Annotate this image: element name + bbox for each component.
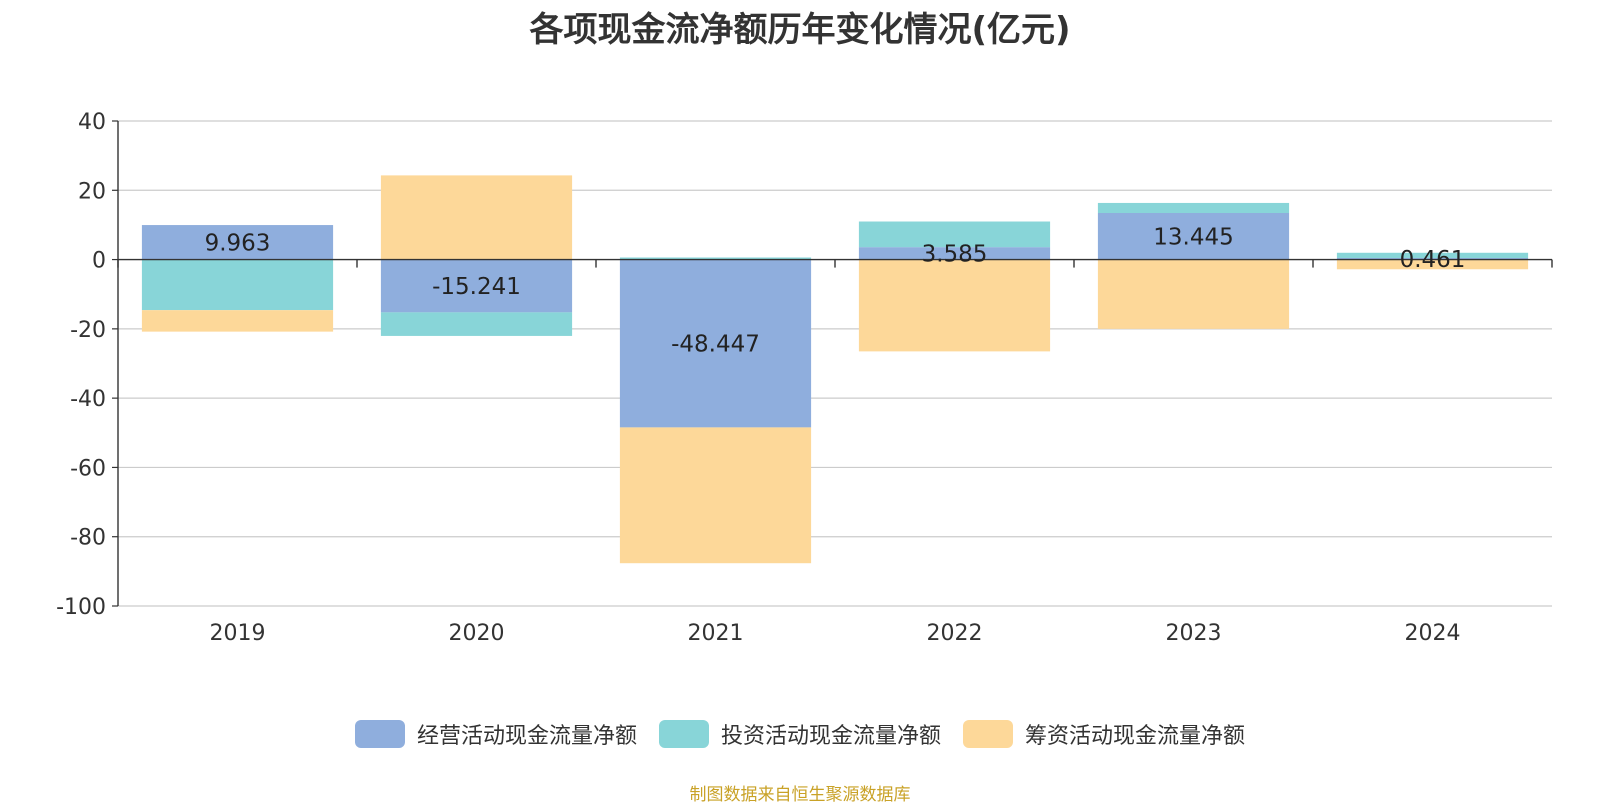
x-tick-label: 2020 xyxy=(449,621,505,646)
y-tick-label: -20 xyxy=(70,318,106,343)
bar-series1-2020 xyxy=(380,312,573,336)
legend-label: 经营活动现金流量净额 xyxy=(416,724,637,749)
bar-series2-2024 xyxy=(1336,259,1529,270)
bar-series2-2019 xyxy=(141,310,334,332)
chart-title: 各项现金流净额历年变化情况(亿元) xyxy=(529,10,1071,50)
legend-label: 筹资活动现金流量净额 xyxy=(1025,724,1246,749)
data-label: 13.445 xyxy=(1153,224,1233,250)
bar-series0-2022 xyxy=(858,247,1051,260)
bar-series0-2023 xyxy=(1097,212,1290,260)
x-tick-label: 2022 xyxy=(927,621,983,646)
legend-swatch xyxy=(354,720,405,748)
bar-series2-2023 xyxy=(1097,259,1290,329)
legend-item-2[interactable]: 筹资活动现金流量净额 xyxy=(963,718,1245,750)
x-tick-label: 2021 xyxy=(688,621,744,646)
data-label: 0.461 xyxy=(1400,247,1466,273)
bar-series1-2019 xyxy=(141,259,334,311)
y-tick-label: -60 xyxy=(70,456,106,481)
y-tick-label: 40 xyxy=(78,110,106,135)
data-label: -15.241 xyxy=(432,274,521,300)
bar-series1-2023 xyxy=(1097,202,1290,213)
y-tick-label: -80 xyxy=(70,526,106,551)
bar-series2-2021 xyxy=(619,427,812,564)
x-tick-label: 2024 xyxy=(1405,621,1461,646)
bar-series2-2020 xyxy=(380,175,573,260)
source-note: 制图数据来自恒生聚源数据库 xyxy=(689,785,911,805)
x-tick-label: 2023 xyxy=(1166,621,1222,646)
bar-series1-2021 xyxy=(619,257,812,260)
legend-swatch xyxy=(963,720,1013,748)
legend-item-0[interactable]: 经营活动现金流量净额 xyxy=(354,718,637,750)
x-tick-label: 2019 xyxy=(210,621,266,646)
bar-series0-2021 xyxy=(619,259,812,428)
data-label: -48.447 xyxy=(671,331,760,357)
bar-series0-2024 xyxy=(1336,257,1529,260)
y-tick-label: 20 xyxy=(78,179,106,204)
legend: 经营活动现金流量净额 投资活动现金流量净额 筹资活动现金流量净额 xyxy=(0,718,1600,750)
bar-series1-2022 xyxy=(858,221,1051,248)
y-tick-label: 0 xyxy=(92,249,106,274)
data-label: 3.585 xyxy=(922,241,988,267)
legend-label: 投资活动现金流量净额 xyxy=(720,724,941,749)
bar-series0-2020 xyxy=(380,259,573,313)
data-label: 9.963 xyxy=(205,230,271,256)
bar-series2-2022 xyxy=(858,259,1051,352)
bar-series0-2019 xyxy=(141,225,334,260)
bar-series1-2024 xyxy=(1336,252,1529,258)
legend-item-1[interactable]: 投资活动现金流量净额 xyxy=(658,718,941,750)
y-tick-label: -100 xyxy=(56,595,106,620)
y-tick-label: -40 xyxy=(70,387,106,412)
legend-swatch xyxy=(658,720,709,748)
